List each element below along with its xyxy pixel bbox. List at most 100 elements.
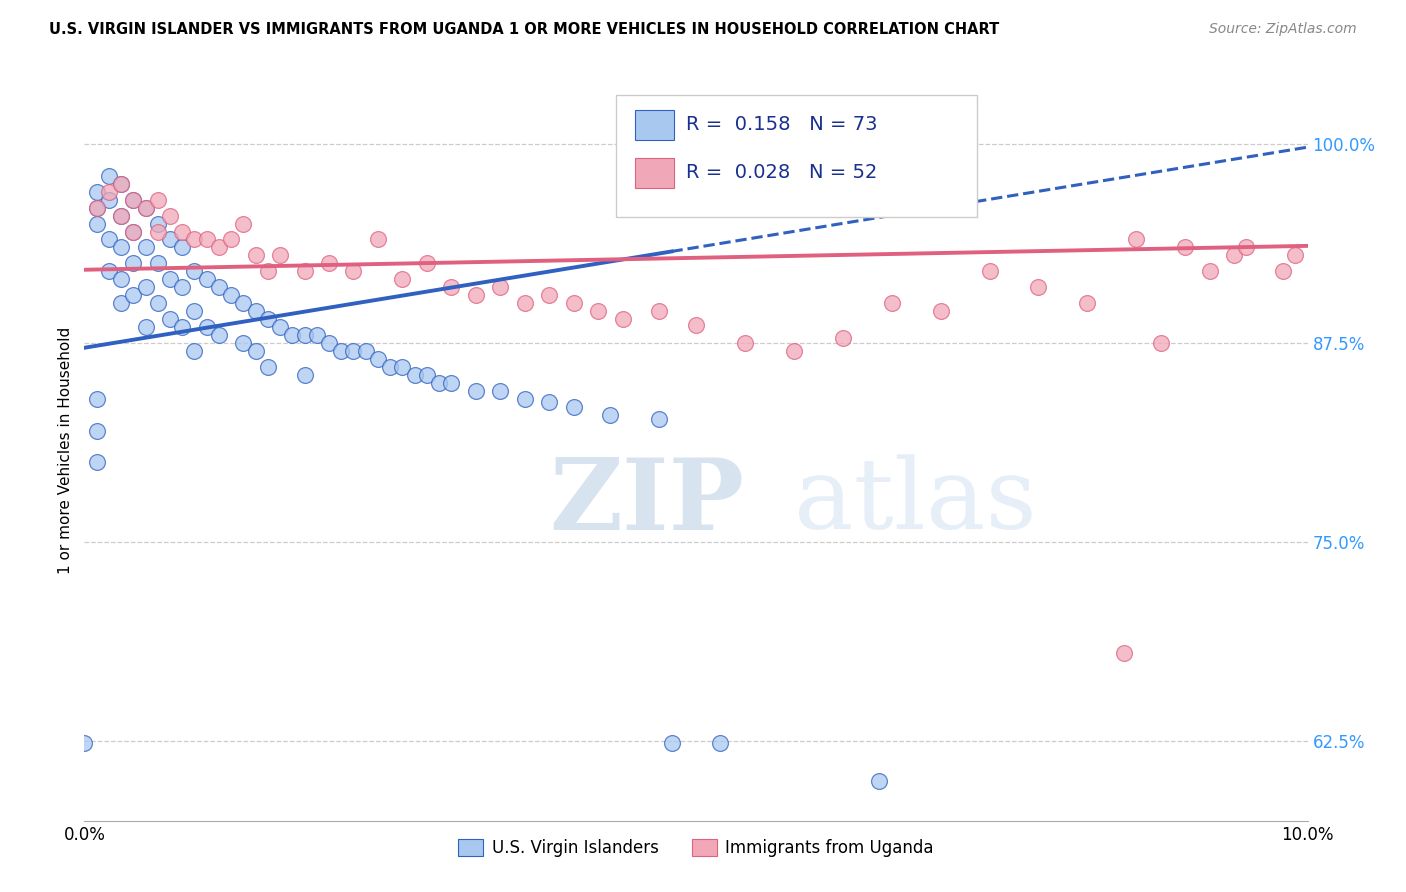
Point (232, 217, 254, 231)
Point (122, 256, 145, 270)
Point (354, 343, 377, 358)
Point (440, 280, 463, 294)
Point (195, 320, 218, 334)
Point (269, 320, 291, 334)
Point (648, 412, 671, 426)
Text: U.S. VIRGIN ISLANDER VS IMMIGRANTS FROM UGANDA 1 OR MORE VEHICLES IN HOUSEHOLD C: U.S. VIRGIN ISLANDER VS IMMIGRANTS FROM … (49, 22, 1000, 37)
Point (330, 343, 353, 358)
Point (1223, 248, 1246, 262)
Point (783, 343, 806, 358)
Text: R =  0.158   N = 73: R = 0.158 N = 73 (686, 115, 877, 134)
Point (342, 343, 364, 358)
Point (183, 264, 205, 278)
Point (1272, 264, 1295, 278)
Point (232, 336, 254, 351)
Point (183, 343, 205, 358)
Point (416, 256, 439, 270)
Point (391, 272, 413, 286)
Point (208, 328, 231, 343)
Text: atlas: atlas (794, 454, 1036, 550)
Point (122, 288, 145, 302)
Point (1236, 240, 1258, 254)
Point (1125, 232, 1147, 246)
Point (294, 264, 316, 278)
Point (380, 359, 402, 374)
Point (685, 318, 707, 333)
Point (612, 312, 634, 326)
Point (146, 193, 169, 207)
Point (122, 225, 145, 239)
Point (86, 217, 108, 231)
Point (219, 288, 242, 302)
Point (110, 177, 132, 191)
Point (599, 408, 621, 422)
Point (135, 201, 157, 215)
Point (538, 395, 561, 409)
Point (440, 376, 463, 390)
Point (1028, 280, 1050, 294)
Point (86, 455, 108, 469)
Point (513, 296, 536, 310)
Point (427, 376, 450, 390)
Text: R =  0.028   N = 52: R = 0.028 N = 52 (686, 163, 877, 182)
Point (513, 392, 536, 406)
Text: Source: ZipAtlas.com: Source: ZipAtlas.com (1209, 22, 1357, 37)
Point (489, 280, 512, 294)
Point (318, 336, 340, 351)
Point (734, 336, 756, 351)
Point (172, 320, 194, 334)
Point (172, 280, 194, 294)
Point (586, 304, 609, 318)
Point (110, 272, 132, 286)
Point (208, 280, 231, 294)
Point (1198, 264, 1220, 278)
Point (183, 232, 205, 246)
Point (257, 312, 280, 326)
Point (342, 264, 364, 278)
Point (86, 185, 108, 199)
Point (208, 240, 231, 254)
Point (135, 280, 157, 294)
Point (1174, 240, 1197, 254)
Point (146, 217, 169, 231)
Point (538, 288, 561, 302)
Point (709, 736, 731, 750)
Point (232, 296, 254, 310)
Point (146, 296, 169, 310)
Point (73, 736, 96, 750)
Point (245, 343, 267, 358)
Legend: U.S. Virgin Islanders, Immigrants from Uganda: U.S. Virgin Islanders, Immigrants from U… (451, 832, 941, 864)
Point (489, 384, 512, 398)
Point (367, 351, 389, 366)
Point (1076, 296, 1098, 310)
Point (404, 368, 426, 382)
Point (86, 201, 108, 215)
Point (122, 225, 145, 239)
Point (195, 272, 218, 286)
Point (97, 193, 120, 207)
Point (97, 185, 120, 199)
Point (159, 312, 181, 326)
Point (135, 201, 157, 215)
Point (172, 225, 194, 239)
Point (110, 209, 132, 223)
Point (269, 248, 291, 262)
Point (562, 400, 585, 414)
Point (257, 359, 280, 374)
Point (648, 304, 671, 318)
Point (86, 201, 108, 215)
Point (86, 392, 108, 406)
Point (146, 256, 169, 270)
Point (294, 368, 316, 382)
Point (318, 256, 340, 270)
Point (1150, 336, 1173, 351)
Point (367, 232, 389, 246)
Point (110, 296, 132, 310)
Point (110, 209, 132, 223)
Point (146, 225, 169, 239)
Bar (636, 110, 673, 139)
Point (245, 248, 267, 262)
Text: ZIP: ZIP (550, 454, 744, 550)
Point (97, 232, 120, 246)
Point (979, 264, 1001, 278)
